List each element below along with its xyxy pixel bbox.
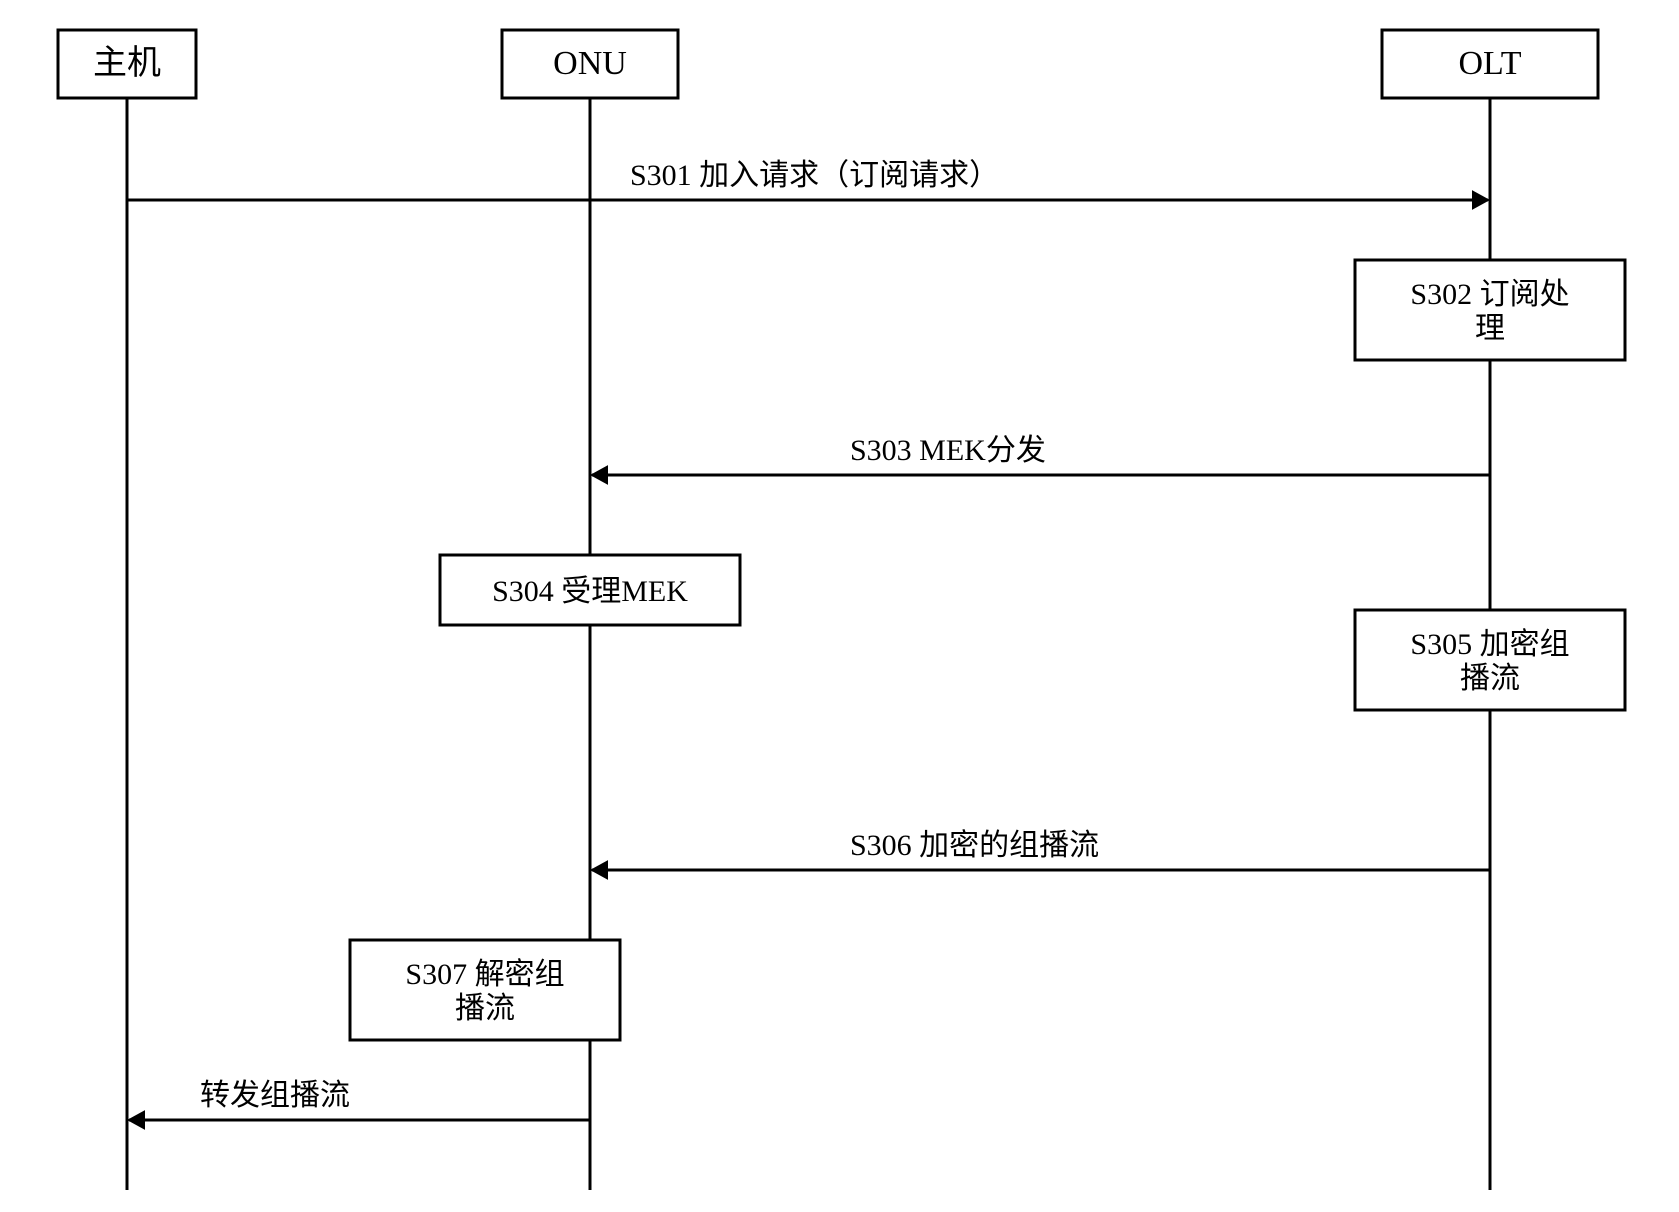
participant-olt: OLT [1382,30,1598,98]
process-s305-line1: 播流 [1460,662,1520,695]
process-s305-line0: S305 加密组 [1410,628,1569,661]
participant-onu: ONU [502,30,678,98]
process-s302-line0: S302 订阅处 [1410,278,1569,311]
participant-host: 主机 [58,30,196,98]
participant-onu-label: ONU [553,45,627,82]
process-s304-line0: S304 受理MEK [492,575,688,608]
process-s307-line1: 播流 [455,992,515,1025]
message-s306: S306 加密的组播流 [592,829,1490,870]
participant-olt-label: OLT [1459,45,1522,82]
message-s303-label: S303 MEK分发 [850,434,1046,467]
message-s303: S303 MEK分发 [592,434,1490,475]
process-s307-line0: S307 解密组 [405,958,564,991]
message-s306-label: S306 加密的组播流 [850,829,1099,862]
participant-host-label: 主机 [93,44,161,82]
process-s302-line1: 理 [1475,312,1505,345]
message-forward: 转发组播流 [129,1079,590,1120]
message-s301: S301 加入请求（订阅请求） [127,159,1488,200]
process-s307: S307 解密组播流 [350,940,620,1040]
process-s305: S305 加密组播流 [1355,610,1625,710]
process-s304: S304 受理MEK [440,555,740,625]
process-s302: S302 订阅处理 [1355,260,1625,360]
message-s301-label: S301 加入请求（订阅请求） [630,159,999,192]
message-forward-label: 转发组播流 [200,1079,350,1112]
